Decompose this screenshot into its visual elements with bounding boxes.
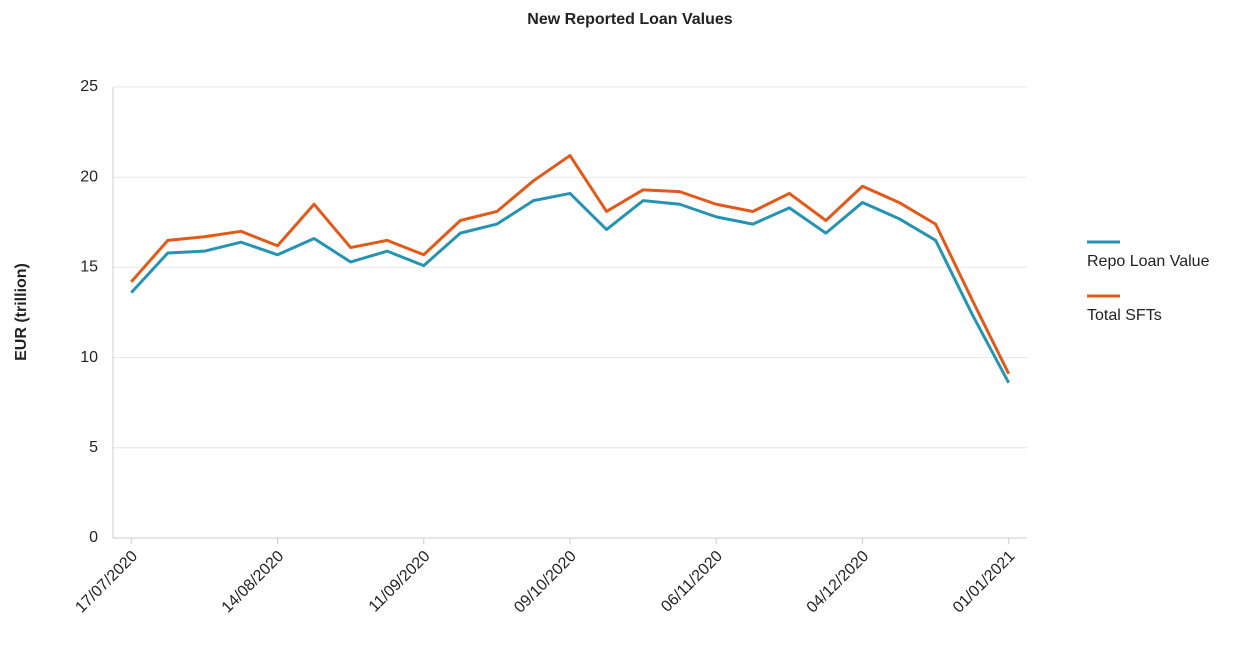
y-tick-label: 5 [89, 439, 98, 456]
x-tick-label: 01/01/2021 [950, 548, 1019, 617]
y-tick-label: 20 [80, 168, 98, 185]
x-tick-label: 11/09/2020 [366, 548, 434, 616]
y-tick-label: 0 [89, 529, 98, 546]
series-line [130, 191, 1011, 384]
x-tick-label: 04/12/2020 [804, 548, 873, 617]
y-axis-label: EUR (trillion) [13, 263, 30, 361]
x-tick-label: 17/07/2020 [72, 548, 141, 617]
series-line [130, 154, 1011, 375]
x-tick-label: 14/08/2020 [219, 548, 288, 617]
x-tick-label: 06/11/2020 [658, 548, 726, 616]
chart-title: New Reported Loan Values [527, 11, 732, 28]
y-tick-label: 25 [80, 78, 98, 95]
legend-label: Total SFTs [1087, 307, 1162, 324]
legend-label: Repo Loan Value [1087, 253, 1210, 270]
y-tick-label: 15 [80, 259, 98, 276]
x-tick-label: 09/10/2020 [511, 548, 580, 617]
y-tick-label: 10 [80, 349, 98, 366]
